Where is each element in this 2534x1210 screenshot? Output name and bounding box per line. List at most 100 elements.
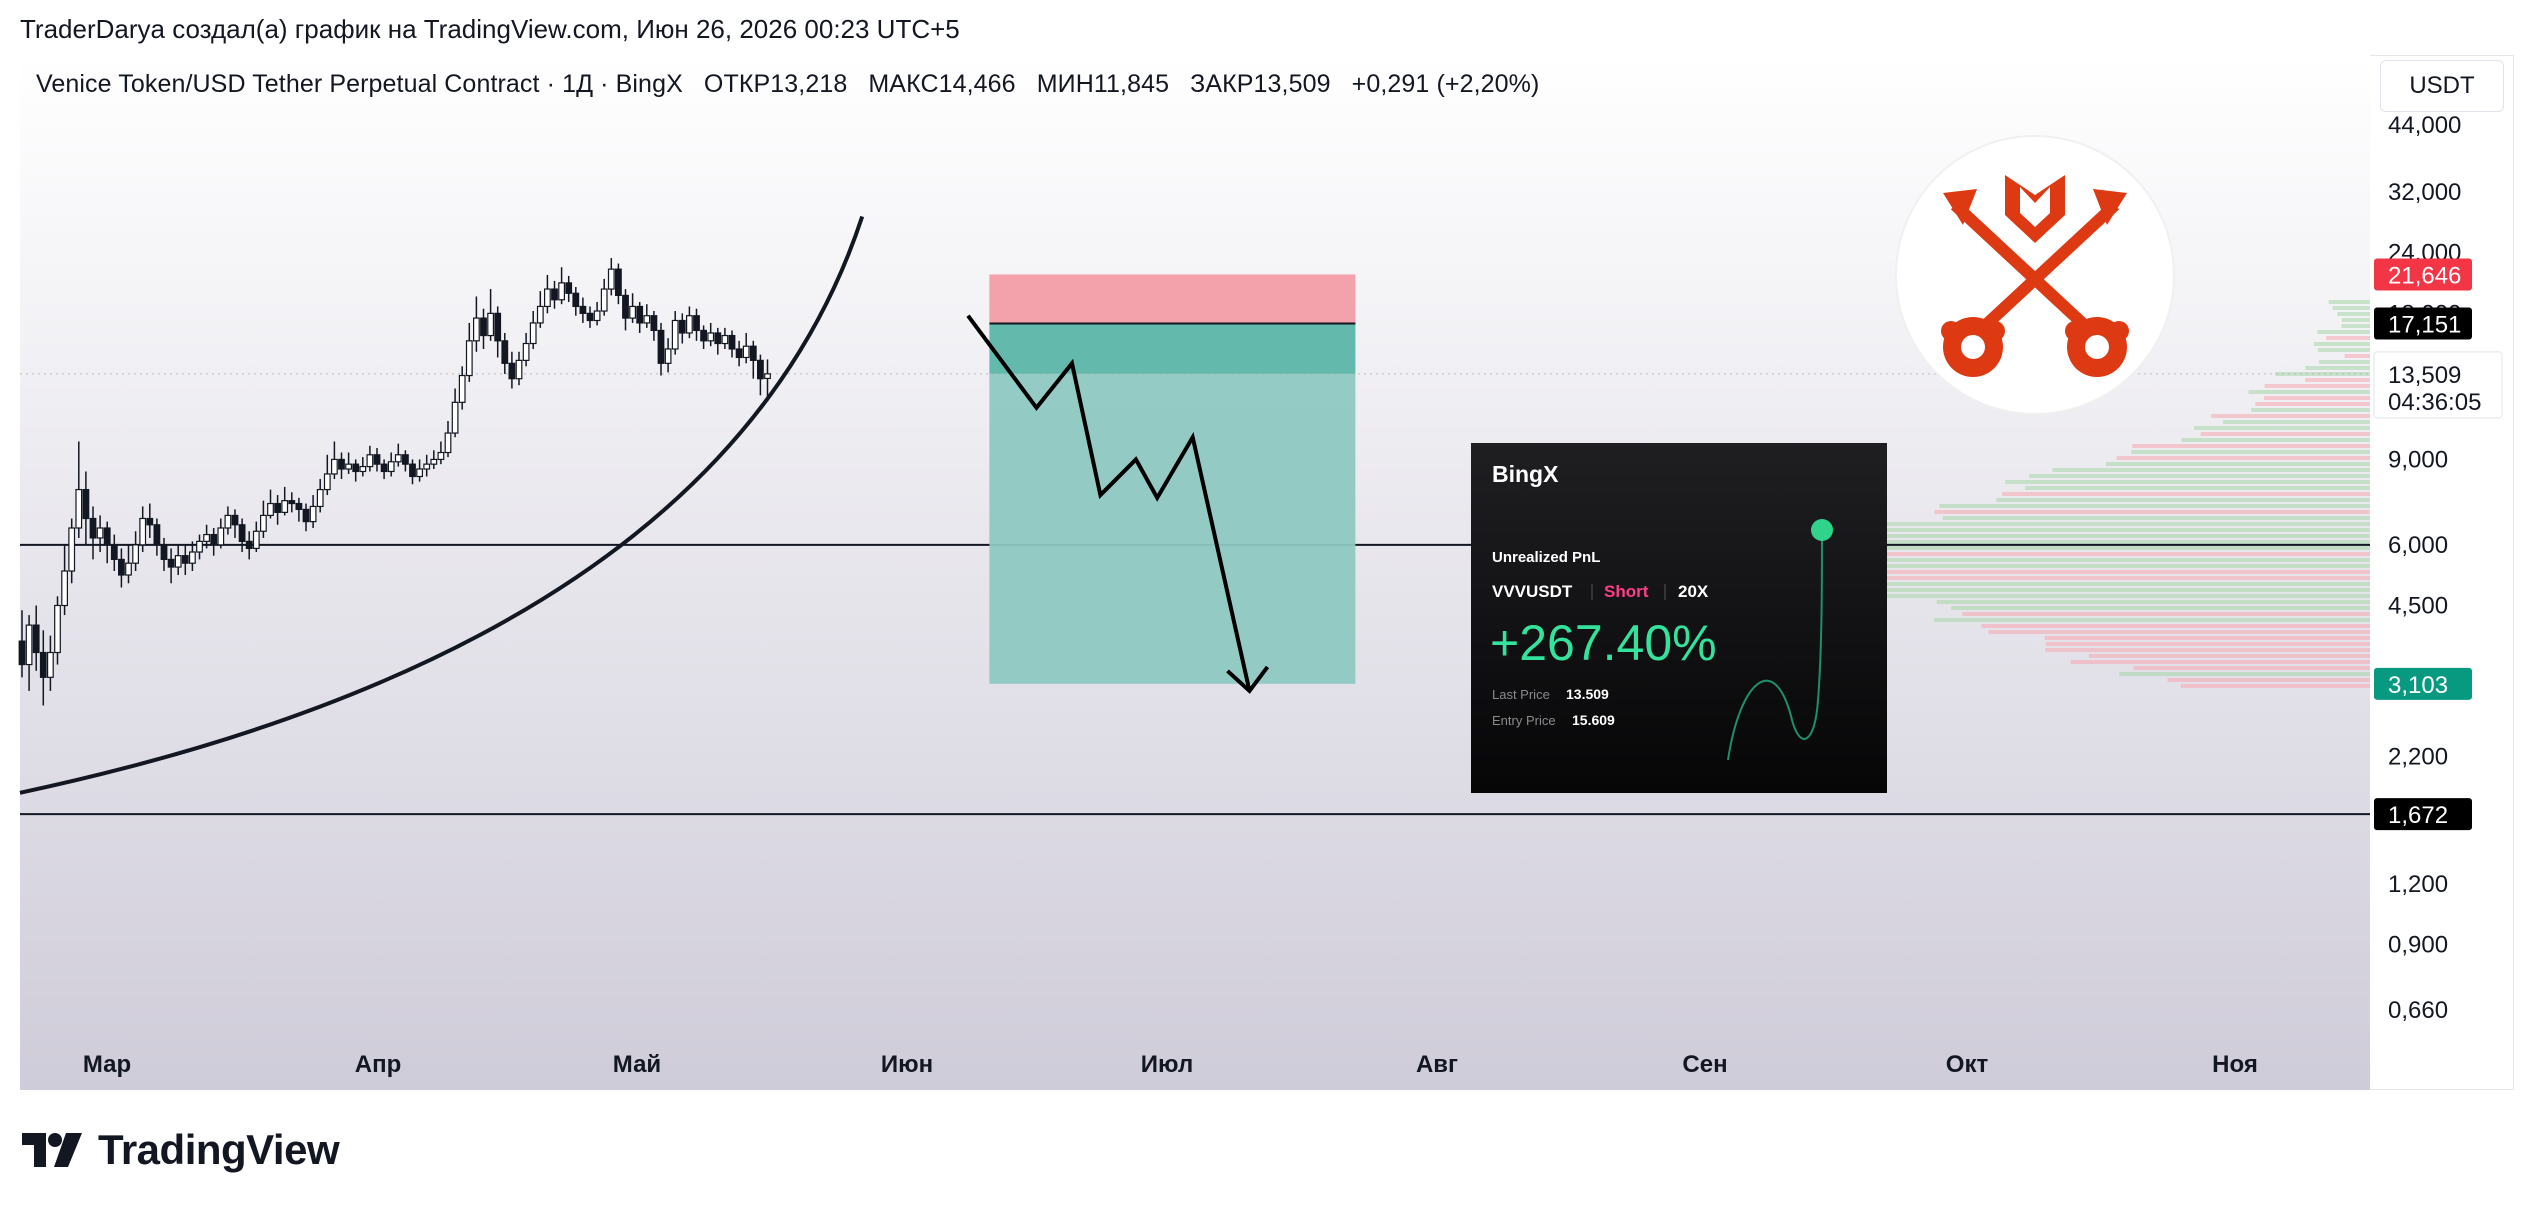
volume-profile-bar: [1996, 498, 2370, 502]
candle-body: [410, 464, 416, 476]
volume-profile-bar: [1939, 504, 2370, 508]
candle-body: [289, 501, 295, 504]
candle-body: [758, 360, 764, 378]
candle-body: [580, 306, 586, 313]
volume-profile-bar: [2211, 414, 2370, 418]
take-profit-zone: [989, 374, 1355, 684]
candle-body: [452, 402, 458, 433]
candle-body: [367, 455, 373, 467]
symbol-legend: Venice Token/USD Tether Perpetual Contra…: [36, 70, 1553, 99]
volume-profile-bar: [2342, 318, 2370, 322]
x-axis-label: Апр: [355, 1051, 402, 1078]
volume-profile-bar: [1848, 576, 2370, 580]
candle-body: [516, 360, 522, 378]
tradingview-logo[interactable]: TradingView: [22, 1126, 339, 1174]
candle-body: [126, 563, 132, 575]
candle-body: [175, 556, 181, 567]
candle-body: [76, 490, 82, 528]
y-axis-label: 9,000: [2388, 446, 2448, 473]
ohlc-open: ОТКР13,218: [704, 70, 847, 98]
volume-profile-bar: [2201, 432, 2370, 436]
symbol-name[interactable]: Venice Token/USD Tether Perpetual Contra…: [36, 70, 683, 98]
candle-body: [296, 504, 302, 510]
candle-body: [644, 316, 650, 323]
currency-selector-button[interactable]: USDT: [2380, 60, 2504, 112]
candle-body: [573, 293, 579, 306]
ohlc-low: МИН11,845: [1037, 70, 1169, 98]
candle-body: [346, 464, 352, 469]
volume-profile-bar: [2251, 408, 2370, 412]
candle-body: [509, 363, 515, 378]
candle-body: [743, 346, 749, 357]
volume-profile-bar: [2333, 306, 2370, 310]
candle-body: [282, 501, 288, 513]
volume-profile-bar: [2255, 402, 2370, 406]
pnl-card-entry-price: 15.609: [1572, 712, 1615, 728]
candle-body: [48, 653, 54, 678]
candle-body: [55, 605, 61, 652]
pnl-card-brand: BingX: [1492, 461, 1559, 487]
volume-profile-bar: [2131, 450, 2370, 454]
volume-profile-bar: [2181, 438, 2370, 442]
candle-body: [339, 459, 345, 469]
pnl-card-value: +267.40%: [1490, 615, 1717, 671]
candle-body: [459, 376, 465, 403]
volume-profile-bar: [2119, 672, 2370, 676]
candle-body: [538, 306, 544, 322]
y-axis[interactable]: 44,00032,00024,00018,0009,0006,0004,5002…: [2388, 112, 2461, 1024]
volume-profile-bar: [2133, 666, 2370, 670]
volume-profile-bar: [1934, 618, 2370, 622]
volume-profile-bar: [2181, 684, 2370, 688]
short-position-tool[interactable]: [989, 274, 1355, 683]
x-axis-label: Ноя: [2212, 1051, 2258, 1078]
candle-body: [69, 528, 75, 571]
candle-body: [246, 541, 252, 548]
candle-body: [559, 283, 565, 300]
candle-body: [736, 349, 742, 357]
candle-body: [381, 464, 387, 471]
candle-body: [90, 518, 96, 537]
candle-body: [751, 346, 757, 360]
candle-body: [424, 464, 430, 469]
y-axis-label: 6,000: [2388, 532, 2448, 559]
candle-body: [268, 504, 274, 516]
pnl-card: BingX Unrealized PnL VVVUSDT Short 20X +…: [1471, 443, 1887, 793]
volume-profile-bar: [2305, 366, 2370, 370]
stop-loss-zone: [989, 274, 1355, 323]
candle-body: [254, 531, 260, 548]
x-axis-label: Май: [613, 1051, 661, 1078]
candle-body: [765, 374, 771, 379]
bar-countdown-label: 04:36:05: [2388, 389, 2481, 416]
y-axis-label: 2,200: [2388, 743, 2448, 770]
candle-body: [488, 313, 494, 335]
candle-body: [701, 330, 707, 340]
volume-profile-bar: [2029, 474, 2370, 478]
volume-profile-bar: [2025, 486, 2370, 490]
candle-body: [708, 333, 714, 341]
volume-profile-bar: [1860, 540, 2370, 544]
candle-body: [197, 541, 203, 552]
volume-profile-bar: [1981, 624, 2370, 628]
volume-profile-bar: [2342, 324, 2370, 328]
candle-body: [445, 433, 451, 452]
volume-profile-bar: [1962, 612, 2370, 616]
candle-body: [317, 490, 323, 507]
volume-profile-bar: [2046, 642, 2370, 646]
price-badge-label: 17,151: [2388, 312, 2461, 339]
candle-body: [417, 469, 423, 476]
volume-profile-bar: [2002, 492, 2370, 496]
candle-body: [530, 323, 536, 344]
x-axis-label: Июн: [881, 1051, 933, 1078]
volume-profile-bar: [2264, 396, 2370, 400]
candle-body: [467, 341, 473, 376]
candle-body: [225, 515, 231, 528]
candle-body: [438, 453, 444, 460]
candle-body: [204, 535, 210, 542]
volume-profile-bar: [2305, 378, 2370, 382]
volume-profile-bar: [2168, 678, 2370, 682]
volume-profile-bar: [1877, 588, 2370, 592]
candle-body: [502, 341, 508, 363]
pnl-card-title: Unrealized PnL: [1492, 549, 1600, 566]
volume-profile-bar: [1935, 510, 2370, 514]
